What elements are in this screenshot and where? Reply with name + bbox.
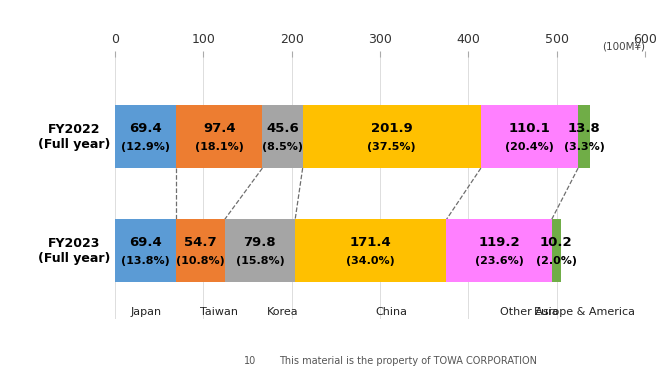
Text: 119.2: 119.2 <box>478 236 520 249</box>
Bar <box>295 219 447 282</box>
Text: (Place of destination): (Place of destination) <box>220 35 438 53</box>
Text: 13.8: 13.8 <box>568 122 601 135</box>
Text: 54.7: 54.7 <box>184 236 217 249</box>
Text: (37.5%): (37.5%) <box>367 142 416 152</box>
Text: (2.0%): (2.0%) <box>536 256 576 266</box>
Bar <box>578 105 590 168</box>
Text: Japan: Japan <box>130 307 161 317</box>
Text: FY2023
(Full year): FY2023 (Full year) <box>38 237 111 265</box>
Text: Other Asia: Other Asia <box>500 307 559 317</box>
Text: 79.8: 79.8 <box>243 236 276 249</box>
Bar <box>481 105 578 168</box>
Text: (15.8%): (15.8%) <box>236 256 284 266</box>
Text: 10.2: 10.2 <box>540 236 572 249</box>
Text: Europe & America: Europe & America <box>534 307 635 317</box>
Bar <box>115 105 176 168</box>
Text: (12.9%): (12.9%) <box>121 142 170 152</box>
Bar <box>225 219 295 282</box>
Text: Korea: Korea <box>266 307 298 317</box>
Bar <box>176 219 225 282</box>
Text: 171.4: 171.4 <box>350 236 392 249</box>
Bar <box>551 219 561 282</box>
Bar <box>263 105 303 168</box>
Text: 97.4: 97.4 <box>203 122 236 135</box>
Text: (3.3%): (3.3%) <box>564 142 605 152</box>
Text: (10.8%): (10.8%) <box>176 256 225 266</box>
Text: 45.6: 45.6 <box>266 122 299 135</box>
Text: China: China <box>376 307 408 317</box>
Bar <box>115 219 176 282</box>
Text: (8.5%): (8.5%) <box>262 142 303 152</box>
Text: Taiwan: Taiwan <box>201 307 238 317</box>
Bar <box>176 105 263 168</box>
Text: This material is the property of TOWA CORPORATION: This material is the property of TOWA CO… <box>279 356 537 366</box>
Text: (20.4%): (20.4%) <box>505 142 554 152</box>
Bar <box>303 105 481 168</box>
Text: FY2022
(Full year): FY2022 (Full year) <box>38 123 111 151</box>
Bar <box>447 219 551 282</box>
Text: (18.1%): (18.1%) <box>195 142 244 152</box>
Text: (100M¥): (100M¥) <box>602 42 645 52</box>
Text: 69.4: 69.4 <box>130 236 162 249</box>
Text: 201.9: 201.9 <box>371 122 413 135</box>
Text: Sales Distribution Ratio by Geographic Area: Sales Distribution Ratio by Geographic A… <box>106 10 552 28</box>
Text: 10: 10 <box>244 356 256 366</box>
Text: (13.8%): (13.8%) <box>122 256 170 266</box>
Text: 110.1: 110.1 <box>509 122 550 135</box>
Text: (34.0%): (34.0%) <box>347 256 395 266</box>
Text: 69.4: 69.4 <box>130 122 162 135</box>
Text: (23.6%): (23.6%) <box>474 256 524 266</box>
